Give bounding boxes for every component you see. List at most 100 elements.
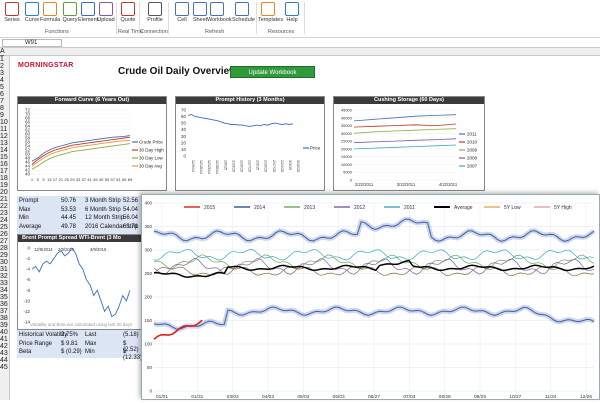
row-header[interactable]: 14 bbox=[0, 147, 8, 154]
row-header[interactable]: 1 bbox=[0, 56, 4, 63]
row-header[interactable]: 21 bbox=[0, 196, 8, 203]
legend-label: 5Y High bbox=[554, 205, 572, 211]
column-header[interactable]: A bbox=[0, 48, 5, 55]
row-header[interactable]: 2 bbox=[0, 63, 4, 70]
row-header[interactable]: 16 bbox=[0, 161, 8, 168]
x-tick-label: 1/6/15 bbox=[223, 160, 227, 170]
row-header[interactable]: 33 bbox=[0, 280, 8, 287]
seasonal-overlay-window[interactable]: 400 350 300 250 200 150 100 50 0 01/01 01/31 03/03 0… bbox=[141, 194, 600, 400]
templates-icon bbox=[261, 2, 275, 16]
legend-label: 2013 bbox=[304, 205, 315, 211]
quote-button[interactable]: Quote bbox=[118, 2, 138, 23]
row-header[interactable]: 3 bbox=[0, 70, 4, 77]
x-tick-label: 2/17/15 bbox=[272, 160, 276, 172]
row-header[interactable]: 23 bbox=[0, 210, 8, 217]
y-tick-label: -14 bbox=[23, 320, 30, 325]
row-header[interactable]: 28 bbox=[0, 245, 8, 252]
row-header[interactable]: 12 bbox=[0, 133, 8, 140]
y-tick-label: 62 bbox=[25, 128, 31, 133]
chart-title: Prompt History (3 Months) bbox=[176, 97, 324, 104]
schedule-icon bbox=[235, 2, 249, 16]
upload-button[interactable]: Upload bbox=[96, 2, 116, 23]
volatility-stats-table: Historical Volatility 2.75% Last (5.18) Pric… bbox=[17, 330, 142, 361]
stat-value: 56.04 bbox=[123, 215, 139, 221]
row-header[interactable]: 34 bbox=[0, 287, 8, 294]
workbook-button[interactable]: Workbook bbox=[207, 2, 232, 23]
row-header[interactable]: 29 bbox=[0, 252, 8, 259]
row-header[interactable]: 32 bbox=[0, 273, 8, 280]
update-workbook-button[interactable]: Update Workbook bbox=[230, 66, 315, 78]
row-header[interactable]: 13 bbox=[0, 140, 8, 147]
cell-button[interactable]: Cell bbox=[172, 2, 192, 23]
name-box[interactable]: W91 bbox=[2, 39, 62, 47]
x-tick-label: 11/24 bbox=[545, 394, 557, 400]
y-tick-label: -4 bbox=[26, 267, 30, 272]
row-header[interactable]: 10 bbox=[0, 119, 8, 126]
row-header[interactable]: 9 bbox=[0, 112, 4, 119]
schedule-button[interactable]: Schedule bbox=[232, 2, 255, 23]
row-header[interactable]: 42 bbox=[0, 343, 8, 350]
row-header[interactable]: 26 bbox=[0, 231, 8, 238]
y-tick-label: 70 bbox=[25, 112, 31, 117]
row-header[interactable]: 39 bbox=[0, 322, 8, 329]
stat-value: 52.56 bbox=[123, 198, 139, 204]
row-header[interactable]: 6 bbox=[0, 91, 4, 98]
brent-spread-chart: Brent Prompt Spread WTI-Brent (3 Mo 0 -2 -… bbox=[17, 234, 142, 330]
y-tick-label: 45000 bbox=[341, 108, 353, 113]
curve-button[interactable]: Curve bbox=[22, 2, 42, 23]
series-icon bbox=[5, 2, 19, 16]
row-header[interactable]: 18 bbox=[0, 175, 8, 182]
row-header[interactable]: 22 bbox=[0, 203, 8, 210]
y-tick-label: 25000 bbox=[341, 139, 353, 144]
x-tick-label: 69 bbox=[128, 177, 133, 182]
row-header[interactable]: 20 bbox=[0, 189, 8, 196]
row-header[interactable]: 38 bbox=[0, 315, 8, 322]
row-header[interactable]: 31 bbox=[0, 266, 8, 273]
row-header[interactable]: 5 bbox=[0, 84, 4, 91]
x-tick-label: 1/20/15 bbox=[239, 160, 243, 172]
row-header[interactable]: 7 bbox=[0, 98, 4, 105]
help-button[interactable]: Help bbox=[282, 2, 302, 23]
y-tick-label: 70 bbox=[181, 108, 187, 113]
sheet-button[interactable]: Sheet bbox=[190, 2, 210, 23]
stat-value: $ (2.52) bbox=[123, 340, 139, 353]
row-header[interactable]: 41 bbox=[0, 336, 8, 343]
row-header[interactable]: 25 bbox=[0, 224, 8, 231]
row-header[interactable]: 19 bbox=[0, 182, 8, 189]
row-header[interactable]: 27 bbox=[0, 238, 8, 245]
row-header[interactable]: 43 bbox=[0, 350, 8, 357]
row-header[interactable]: 35 bbox=[0, 294, 8, 301]
row-header[interactable]: 4 bbox=[0, 77, 4, 84]
legend-label: Average bbox=[454, 205, 473, 211]
row-header[interactable]: 11 bbox=[0, 126, 8, 133]
row-header[interactable]: 36 bbox=[0, 301, 8, 308]
x-tick-label: 04/03 bbox=[262, 394, 274, 400]
row-header[interactable]: 24 bbox=[0, 217, 8, 224]
stat-label: Max bbox=[85, 340, 97, 347]
group-label: Real Time bbox=[118, 29, 143, 35]
series-button[interactable]: Series bbox=[2, 2, 22, 23]
row-header[interactable]: 17 bbox=[0, 168, 8, 175]
legend-label: Price bbox=[310, 146, 321, 151]
row-header[interactable]: 40 bbox=[0, 329, 8, 336]
row-header[interactable]: 30 bbox=[0, 259, 8, 266]
y-tick-label: 300 bbox=[144, 248, 152, 253]
y-tick-label: -10 bbox=[23, 298, 30, 303]
query-button[interactable]: Query bbox=[60, 2, 80, 23]
y-tick-label: 10 bbox=[181, 147, 187, 152]
prompt-history-chart: Prompt History (3 Months) 70 60 50 40 30 20 10… bbox=[175, 96, 325, 191]
templates-button[interactable]: Templates bbox=[258, 2, 283, 23]
legend-label: 2008 bbox=[467, 156, 478, 161]
y-tick-label: 20000 bbox=[341, 146, 353, 151]
row-header[interactable]: 8 bbox=[0, 105, 4, 112]
formula-button[interactable]: Formula bbox=[40, 2, 60, 23]
row-header[interactable]: 15 bbox=[0, 154, 8, 161]
x-tick-label: 2/22/2011 bbox=[355, 182, 374, 187]
x-tick-label: 9 bbox=[42, 177, 45, 182]
row-header[interactable]: 44 bbox=[0, 357, 8, 364]
row-header[interactable]: 45 bbox=[0, 364, 8, 371]
element-button[interactable]: Element bbox=[78, 2, 98, 23]
profile-button[interactable]: Profile bbox=[145, 2, 165, 23]
row-header[interactable]: 37 bbox=[0, 308, 8, 315]
group-separator bbox=[256, 2, 257, 34]
